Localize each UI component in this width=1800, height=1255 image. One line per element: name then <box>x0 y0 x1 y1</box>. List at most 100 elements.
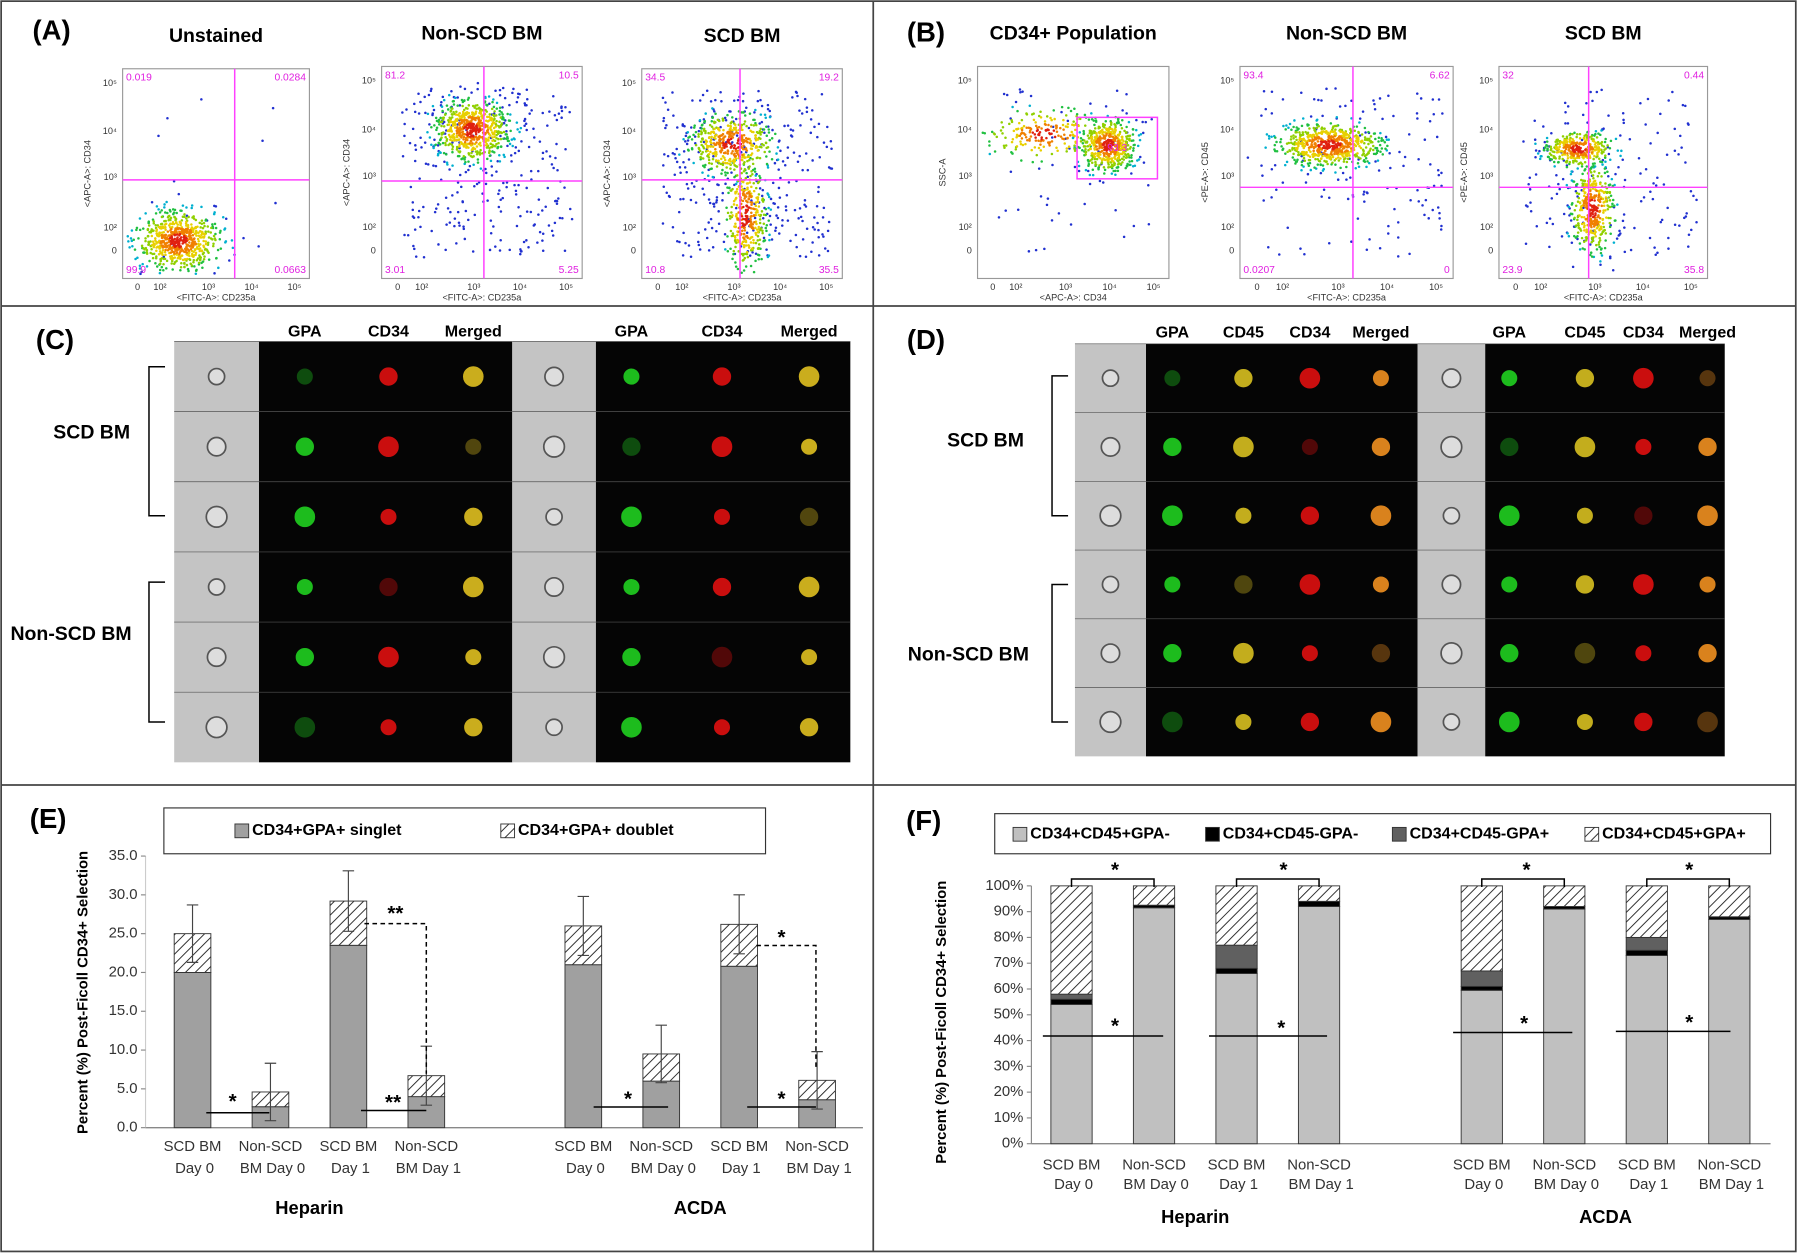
event-dot <box>204 240 208 243</box>
event-dot <box>488 102 491 105</box>
event-dot <box>1009 170 1013 174</box>
quadrant-value: 19.2 <box>819 73 839 84</box>
event-dot <box>1120 126 1124 130</box>
event-dot <box>1274 136 1277 139</box>
event-dot <box>1408 252 1411 256</box>
quadrant-value: 0 <box>1444 265 1450 276</box>
event-dot <box>187 269 190 273</box>
event-dot <box>193 247 197 251</box>
event-dot <box>231 246 235 250</box>
event-dot <box>417 209 421 213</box>
event-dot <box>183 257 187 261</box>
event-dot <box>445 223 448 226</box>
event-dot <box>800 112 804 115</box>
event-dot <box>185 245 188 249</box>
event-dot <box>756 231 760 234</box>
event-dot <box>1571 265 1575 269</box>
event-dot <box>748 194 751 198</box>
event-dot <box>457 138 461 141</box>
event-dot <box>1363 136 1367 139</box>
event-dot <box>510 138 514 141</box>
event-dot <box>541 151 545 155</box>
event-dot <box>151 256 155 260</box>
event-dot <box>768 214 772 218</box>
event-dot <box>198 230 202 233</box>
event-dot <box>761 229 764 233</box>
event-dot <box>1124 142 1127 146</box>
event-dot <box>694 143 698 147</box>
event-dot <box>748 181 752 184</box>
event-dot <box>1074 140 1077 144</box>
event-dot <box>169 251 173 254</box>
event-dot <box>485 103 488 107</box>
event-dot <box>1589 90 1592 94</box>
event-dot <box>734 182 738 186</box>
event-dot <box>1098 179 1102 183</box>
event-dot <box>491 143 494 147</box>
event-dot <box>1524 204 1528 207</box>
event-dot <box>196 237 200 241</box>
event-dot <box>1102 143 1105 147</box>
event-dot <box>1598 239 1602 242</box>
event-dot <box>499 210 503 213</box>
event-dot <box>195 246 199 249</box>
event-dot <box>1356 217 1360 220</box>
event-dot <box>710 167 713 170</box>
event-dot <box>725 166 728 169</box>
event-dot <box>732 146 736 150</box>
event-dot <box>198 254 201 257</box>
event-dot <box>1529 209 1533 213</box>
event-dot <box>1150 118 1153 121</box>
event-dot <box>820 92 824 96</box>
event-dot <box>741 229 744 233</box>
event-dot <box>447 123 451 126</box>
event-dot <box>158 234 161 238</box>
event-dot <box>491 100 494 104</box>
event-dot <box>1646 97 1650 101</box>
event-dot <box>724 182 727 186</box>
event-dot <box>697 243 701 247</box>
event-dot <box>462 135 466 139</box>
event-dot <box>1371 144 1375 148</box>
event-dot <box>1583 224 1586 227</box>
event-dot <box>473 106 476 109</box>
event-dot <box>1270 168 1274 171</box>
event-dot <box>724 173 727 177</box>
event-dot <box>126 235 130 238</box>
event-dot <box>1355 141 1359 144</box>
event-dot <box>158 211 162 214</box>
event-dot <box>486 115 489 119</box>
event-dot <box>728 162 731 166</box>
event-dot <box>146 228 150 232</box>
event-dot <box>709 145 713 148</box>
event-dot <box>1084 150 1088 154</box>
event-dot <box>805 110 809 114</box>
event-dot <box>1607 196 1611 199</box>
event-dot <box>1131 133 1135 136</box>
event-dot <box>1359 140 1363 143</box>
event-dot <box>499 198 502 202</box>
event-dot <box>445 104 449 107</box>
event-dot <box>1011 105 1014 109</box>
event-dot <box>734 123 737 127</box>
event-dot <box>1533 138 1537 141</box>
event-dot <box>165 267 168 270</box>
quadrant-value: 6.62 <box>1430 70 1450 81</box>
event-dot <box>1623 250 1627 254</box>
event-dot <box>721 163 725 167</box>
event-dot <box>1320 195 1323 198</box>
event-dot <box>458 104 462 107</box>
x-axis-label: <FITC-A>: CD235a <box>177 292 257 302</box>
event-dot <box>761 188 765 192</box>
event-dot <box>742 144 745 147</box>
event-dot <box>1533 119 1536 123</box>
event-dot <box>1131 165 1135 168</box>
event-dot <box>450 130 454 133</box>
event-dot <box>1014 148 1018 151</box>
event-dot <box>1068 134 1072 137</box>
event-dot <box>183 265 186 269</box>
event-dot <box>1602 127 1605 130</box>
event-dot <box>476 158 480 161</box>
event-dot <box>1415 112 1419 115</box>
event-dot <box>758 238 762 242</box>
